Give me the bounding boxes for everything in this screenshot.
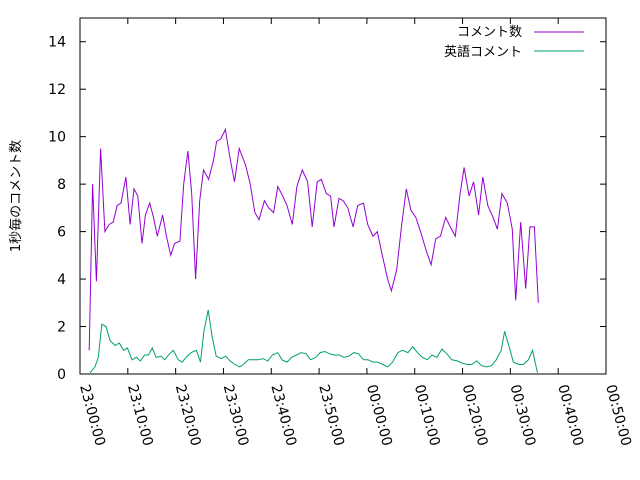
x-tick-label: 23:30:00 xyxy=(220,383,252,448)
y-tick-label: 2 xyxy=(57,320,66,336)
plot-frame xyxy=(79,17,607,375)
y-tick-label: 0 xyxy=(57,367,66,383)
y-tick-label: 12 xyxy=(48,82,66,98)
y-tick-label: 6 xyxy=(57,225,66,241)
y-tick-label: 14 xyxy=(48,35,66,51)
y-axis-title: 1秒毎のコメント数 xyxy=(8,140,24,252)
y-tick-label: 4 xyxy=(57,272,66,288)
y-tick-label: 8 xyxy=(57,177,66,193)
x-tick-label: 23:20:00 xyxy=(172,383,204,448)
series-line-0 xyxy=(88,127,539,351)
x-tick-label: 23:10:00 xyxy=(124,383,156,448)
x-axis-ticks: 23:00:00 23:10:00 23:20:00 23:30:00 23:40:00… xyxy=(76,18,634,448)
x-tick-label: 00:50:00 xyxy=(602,383,634,448)
legend-label-0: コメント数 xyxy=(457,25,522,40)
series-line-1 xyxy=(89,309,538,374)
legend: コメント数 英語コメント xyxy=(444,25,584,60)
y-tick-label: 10 xyxy=(48,130,66,146)
x-tick-label: 23:50:00 xyxy=(315,383,347,448)
legend-label-1: 英語コメント xyxy=(444,44,522,60)
series-layer xyxy=(88,127,539,374)
x-tick-label: 23:40:00 xyxy=(267,383,299,448)
x-tick-label: 00:20:00 xyxy=(459,383,491,448)
x-tick-label: 00:10:00 xyxy=(411,383,443,448)
y-axis-ticks: 0 2 4 6 8 10 12 14 xyxy=(48,35,606,383)
x-tick-label: 00:30:00 xyxy=(506,383,538,448)
x-tick-label: 00:40:00 xyxy=(554,383,586,448)
x-tick-label: 00:00:00 xyxy=(363,383,395,448)
x-tick-label: 23:00:00 xyxy=(76,383,108,448)
